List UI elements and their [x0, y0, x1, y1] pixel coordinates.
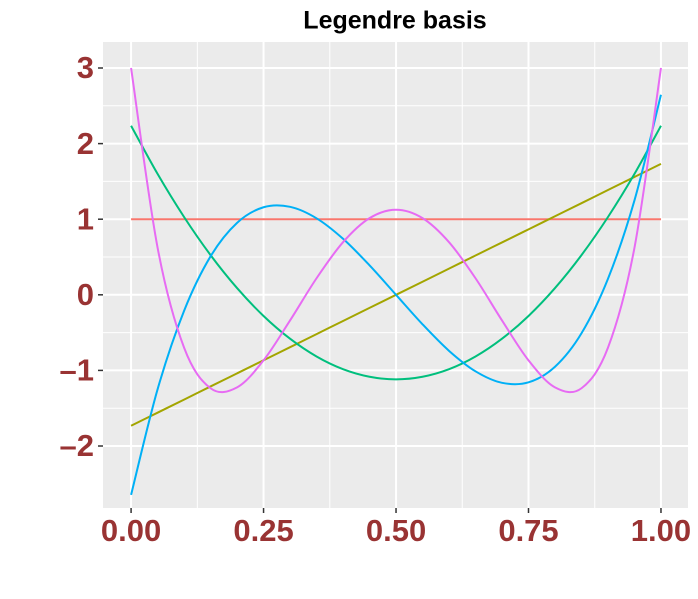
series-line — [130, 125, 662, 381]
x-tick-label: 0.50 — [366, 513, 426, 548]
y-tick-label: 1 — [77, 201, 94, 236]
y-tick-label: –2 — [60, 428, 94, 463]
x-tick-label: 0.75 — [498, 513, 558, 548]
y-tick-label: 2 — [77, 126, 94, 161]
y-tick-label: –1 — [60, 353, 94, 388]
y-tick-label: 0 — [77, 277, 94, 312]
x-tick-label: 0.25 — [233, 513, 293, 548]
series-line — [130, 94, 662, 496]
x-tick-label: 0.00 — [101, 513, 161, 548]
y-tick-label: 3 — [77, 50, 94, 85]
series-line — [130, 67, 662, 394]
x-tick-label: 1.00 — [631, 513, 691, 548]
chart-title: Legendre basis — [303, 7, 486, 35]
